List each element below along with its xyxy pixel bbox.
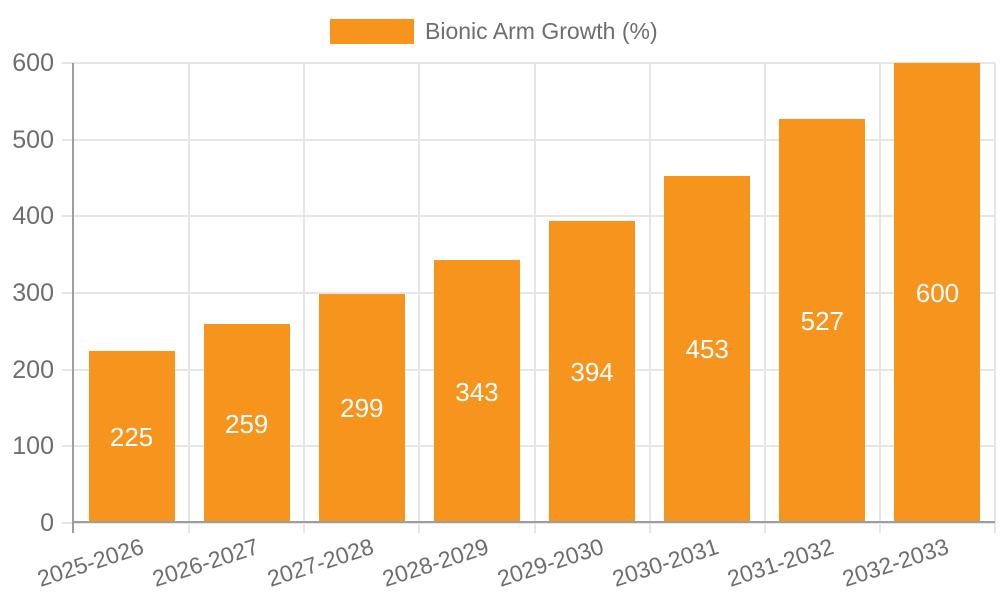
v-gridline [994, 63, 996, 523]
bar-value-label: 394 [570, 356, 614, 387]
x-axis-category-label: 2030-2031 [609, 533, 722, 592]
bar-value-label: 259 [224, 408, 269, 439]
x-tick [763, 523, 766, 533]
legend-swatch [330, 19, 414, 44]
x-axis-category-label: 2032-2033 [839, 533, 953, 592]
x-axis-category-label: 2025-2026 [33, 533, 147, 592]
x-tick [648, 523, 651, 533]
legend: Bionic Arm Growth (%) [330, 19, 658, 44]
bar-value-label: 527 [800, 305, 844, 336]
v-gridline [303, 63, 306, 523]
y-axis-line [72, 63, 74, 533]
x-tick [994, 523, 996, 533]
h-gridline [62, 62, 995, 64]
bar-value-label: 225 [109, 421, 154, 452]
v-gridline [188, 63, 191, 523]
h-gridline [62, 215, 995, 218]
y-axis-tick-label: 400 [12, 202, 54, 231]
x-axis-category-label: 2031-2032 [724, 533, 838, 592]
x-tick [303, 523, 306, 533]
x-tick [418, 523, 421, 533]
x-axis-line [72, 521, 995, 523]
bar [549, 220, 636, 523]
bar [664, 175, 751, 523]
v-gridline [648, 63, 651, 523]
x-tick [188, 523, 191, 533]
legend-label: Bionic Arm Growth (%) [425, 18, 658, 44]
y-axis-tick-label: 500 [12, 125, 54, 154]
bar [318, 293, 405, 523]
y-axis-tick-label: 600 [12, 49, 54, 77]
v-gridline [418, 63, 421, 523]
v-gridline [763, 63, 766, 523]
y-axis-tick-label: 300 [12, 279, 54, 307]
bar-value-label: 600 [915, 278, 960, 308]
h-gridline [62, 292, 995, 294]
bar [894, 63, 981, 523]
y-axis-tick-label: 200 [12, 355, 54, 384]
y-axis-tick-label: 0 [40, 509, 54, 537]
x-tick [533, 523, 536, 533]
bar [433, 260, 520, 523]
bar [203, 324, 290, 523]
h-gridline [62, 138, 995, 141]
h-gridline [62, 445, 995, 448]
bar-value-label: 453 [685, 334, 729, 365]
x-axis-category-label: 2029-2030 [494, 533, 607, 592]
x-axis-category-label: 2027-2028 [263, 533, 377, 592]
y-axis-tick-label: 100 [12, 432, 54, 461]
bar [88, 350, 175, 523]
bar-value-label: 343 [455, 376, 499, 407]
x-tick [878, 523, 881, 533]
h-gridline [62, 522, 995, 524]
x-axis-category-label: 2026-2027 [148, 533, 262, 592]
v-gridline [878, 63, 881, 523]
bar-value-label: 299 [340, 393, 384, 424]
v-gridline [533, 63, 536, 523]
bar [779, 118, 866, 523]
h-gridline [62, 368, 995, 371]
x-axis-category-label: 2028-2029 [379, 533, 492, 592]
